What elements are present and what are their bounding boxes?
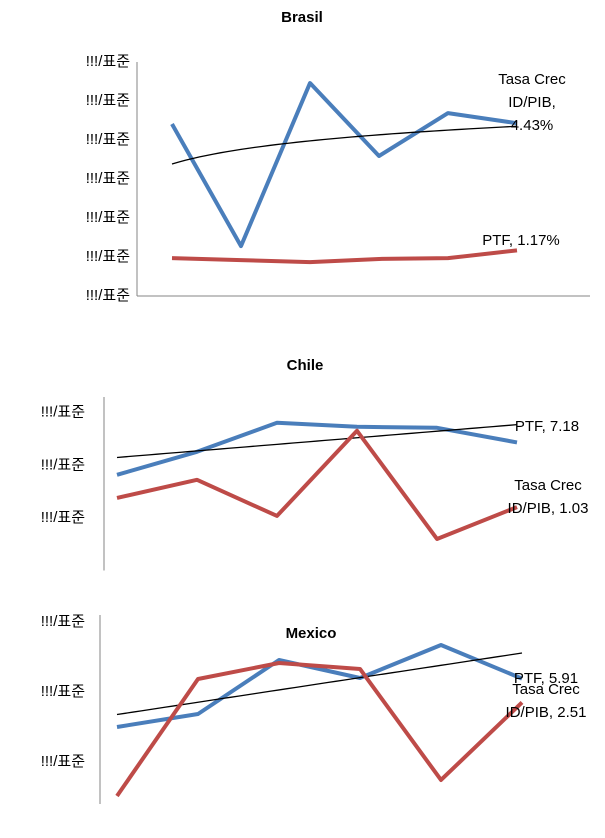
value-label: , 1.03 <box>550 500 589 517</box>
value-label: , 5.91 <box>540 670 579 687</box>
data-label: PTF, 5.91 <box>496 667 596 690</box>
y-tick-label: !!!/표준 <box>41 613 85 630</box>
value-label: , 4.43% <box>510 94 556 134</box>
value-label: , 1.17% <box>508 232 560 249</box>
y-tick-label: !!!/표준 <box>86 287 130 304</box>
value-label: , 7.18 <box>541 418 580 435</box>
y-tick-label: !!!/표준 <box>86 209 130 226</box>
data-label: Tasa Crec ID/PIB, 1.03 <box>500 474 596 520</box>
series-name: Tasa Crec ID/PIB <box>498 71 566 111</box>
y-tick-label: !!!/표준 <box>86 131 130 148</box>
chart-title: Brasil <box>281 9 323 26</box>
y-tick-label: !!!/표준 <box>86 248 130 265</box>
data-line <box>115 661 524 798</box>
data-line <box>116 428 518 541</box>
value-label: , 2.51 <box>548 704 587 721</box>
y-tick-label: !!!/표준 <box>86 170 130 187</box>
series-name: PTF <box>513 670 541 687</box>
trendline <box>116 652 523 716</box>
data-line <box>116 643 523 729</box>
trendline <box>116 423 518 459</box>
y-tick-label: !!!/표준 <box>41 456 85 473</box>
chart-title: Mexico <box>286 625 337 642</box>
data-line <box>171 248 518 265</box>
data-label: PTF, 7.18 <box>497 415 597 438</box>
y-tick-label: !!!/표준 <box>86 53 130 70</box>
series-name: PTF <box>482 232 509 249</box>
chart-title: Chile <box>287 357 324 374</box>
y-tick-label: !!!/표준 <box>41 753 85 770</box>
data-label: PTF, 1.17% <box>466 229 576 252</box>
y-tick-label: !!!/표준 <box>41 509 85 526</box>
data-label: Tasa Crec ID/PIB, 2.51 <box>498 678 594 724</box>
y-tick-label: !!!/표준 <box>86 92 130 109</box>
trendline <box>171 125 518 165</box>
data-label: Tasa Crec ID/PIB, 4.43% <box>495 68 569 137</box>
series-name: PTF <box>514 418 542 435</box>
y-tick-label: !!!/표준 <box>41 404 85 421</box>
data-line <box>116 420 518 477</box>
series-name: Tasa Crec ID/PIB <box>505 681 580 721</box>
data-line <box>170 81 518 249</box>
y-tick-label: !!!/표준 <box>41 683 85 700</box>
series-name: Tasa Crec ID/PIB <box>507 477 582 517</box>
